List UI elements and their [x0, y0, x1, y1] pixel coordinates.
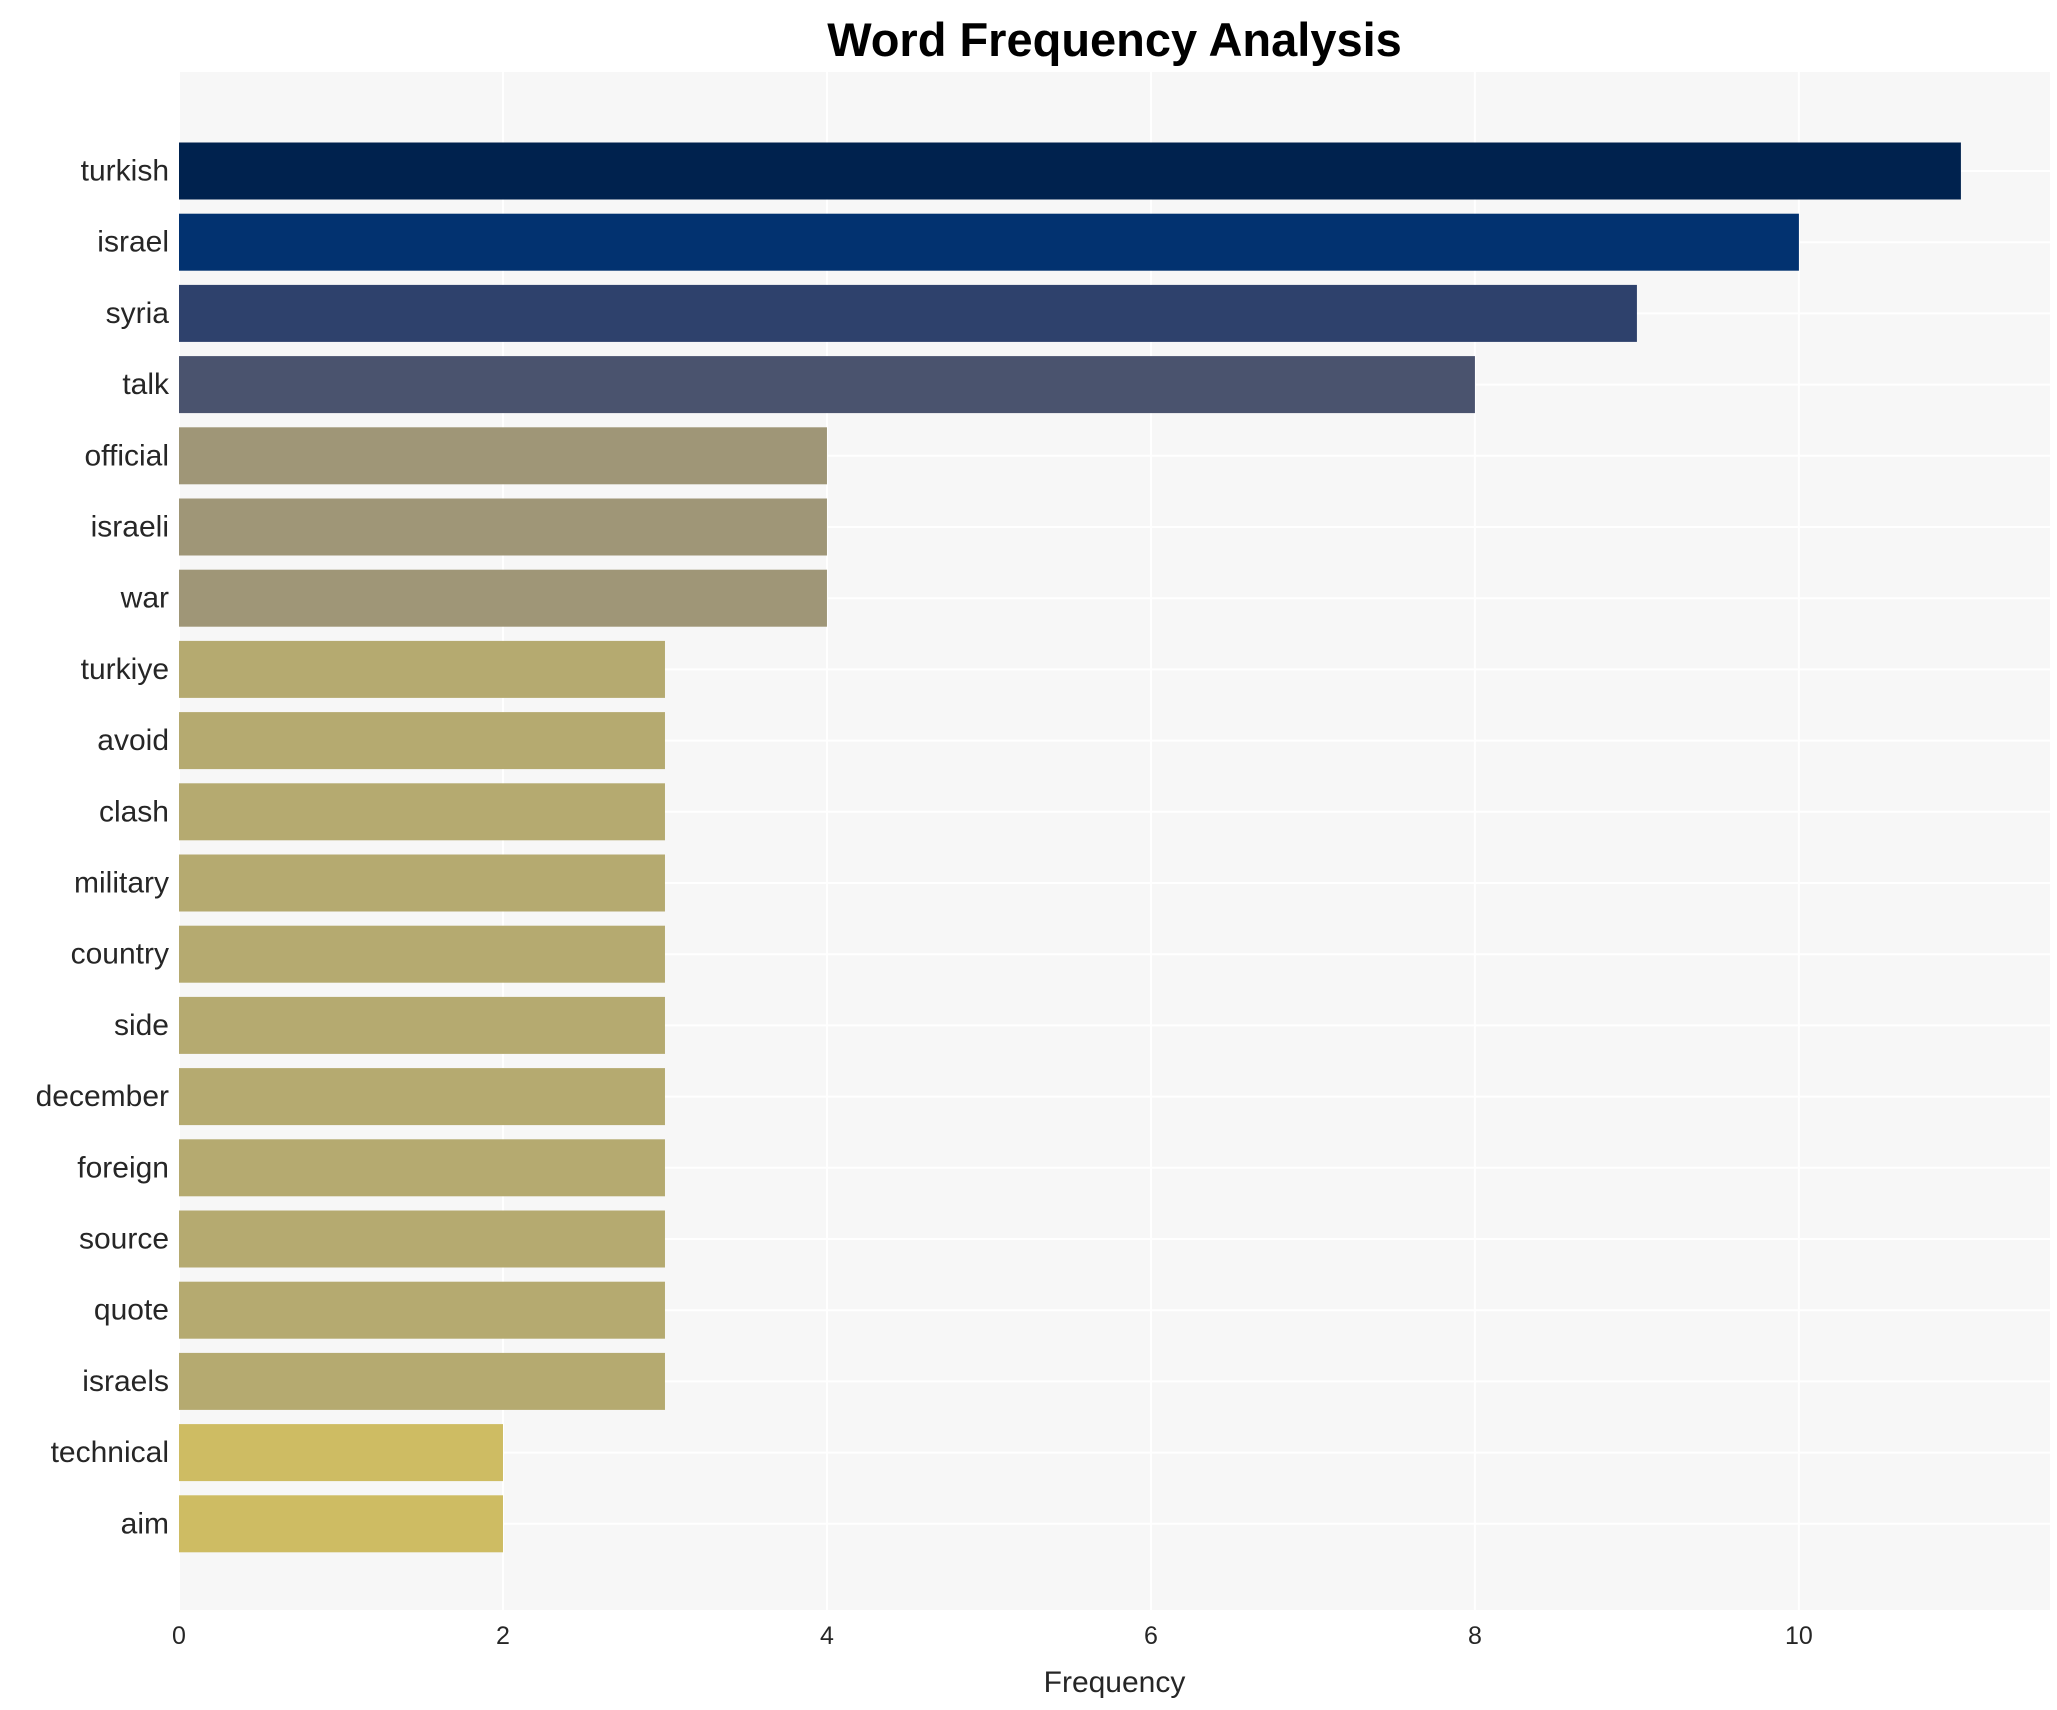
- bar-syria: [179, 284, 1637, 342]
- category-label: military: [74, 867, 169, 900]
- bar-quote: [179, 1281, 665, 1339]
- x-tick-label: 8: [1468, 1622, 1482, 1650]
- category-label: foreign: [77, 1151, 169, 1184]
- bar-war: [179, 569, 827, 627]
- category-label: official: [85, 439, 170, 472]
- bar-turkish: [179, 142, 1961, 200]
- category-label: war: [120, 582, 169, 615]
- bar-december: [179, 1068, 665, 1126]
- chart-title: Word Frequency Analysis: [827, 13, 1402, 66]
- category-label: israeli: [91, 511, 169, 544]
- bar-military: [179, 854, 665, 912]
- category-labels: turkish israel syria talk official israeli war…: [36, 155, 170, 1541]
- bar-technical: [179, 1424, 503, 1482]
- bar-side: [179, 996, 665, 1054]
- category-label: december: [36, 1080, 169, 1113]
- x-tick-label: 0: [172, 1622, 186, 1650]
- bar-clash: [179, 783, 665, 841]
- bar-israel: [179, 213, 1799, 271]
- category-label: avoid: [97, 724, 169, 757]
- x-tick-label: 10: [1785, 1622, 1813, 1650]
- category-label: technical: [51, 1436, 169, 1469]
- bar-turkiye: [179, 640, 665, 698]
- category-label: source: [79, 1223, 169, 1256]
- category-label: talk: [122, 368, 170, 401]
- x-axis-label: Frequency: [1044, 1666, 1186, 1699]
- x-tick-label: 2: [496, 1622, 510, 1650]
- category-label: israels: [82, 1365, 169, 1398]
- bar-avoid: [179, 712, 665, 770]
- category-label: turkish: [81, 155, 169, 188]
- bar-foreign: [179, 1139, 665, 1197]
- category-label: syria: [106, 297, 170, 330]
- category-label: israel: [97, 226, 169, 259]
- category-label: aim: [121, 1507, 169, 1540]
- bar-official: [179, 427, 827, 485]
- x-tick-label: 4: [820, 1622, 834, 1650]
- bar-aim: [179, 1495, 503, 1553]
- x-tick-labels: 0 2 4 6 8 10: [172, 1622, 1813, 1650]
- category-label: country: [71, 938, 169, 971]
- category-label: clash: [99, 795, 169, 828]
- bar-israeli: [179, 498, 827, 556]
- bar-country: [179, 925, 665, 983]
- category-label: side: [114, 1009, 169, 1042]
- bar-source: [179, 1210, 665, 1268]
- bars: [179, 142, 1961, 1553]
- category-label: turkiye: [81, 653, 169, 686]
- bar-israels: [179, 1352, 665, 1410]
- category-label: quote: [94, 1294, 169, 1327]
- x-tick-label: 6: [1144, 1622, 1158, 1650]
- bar-talk: [179, 356, 1475, 414]
